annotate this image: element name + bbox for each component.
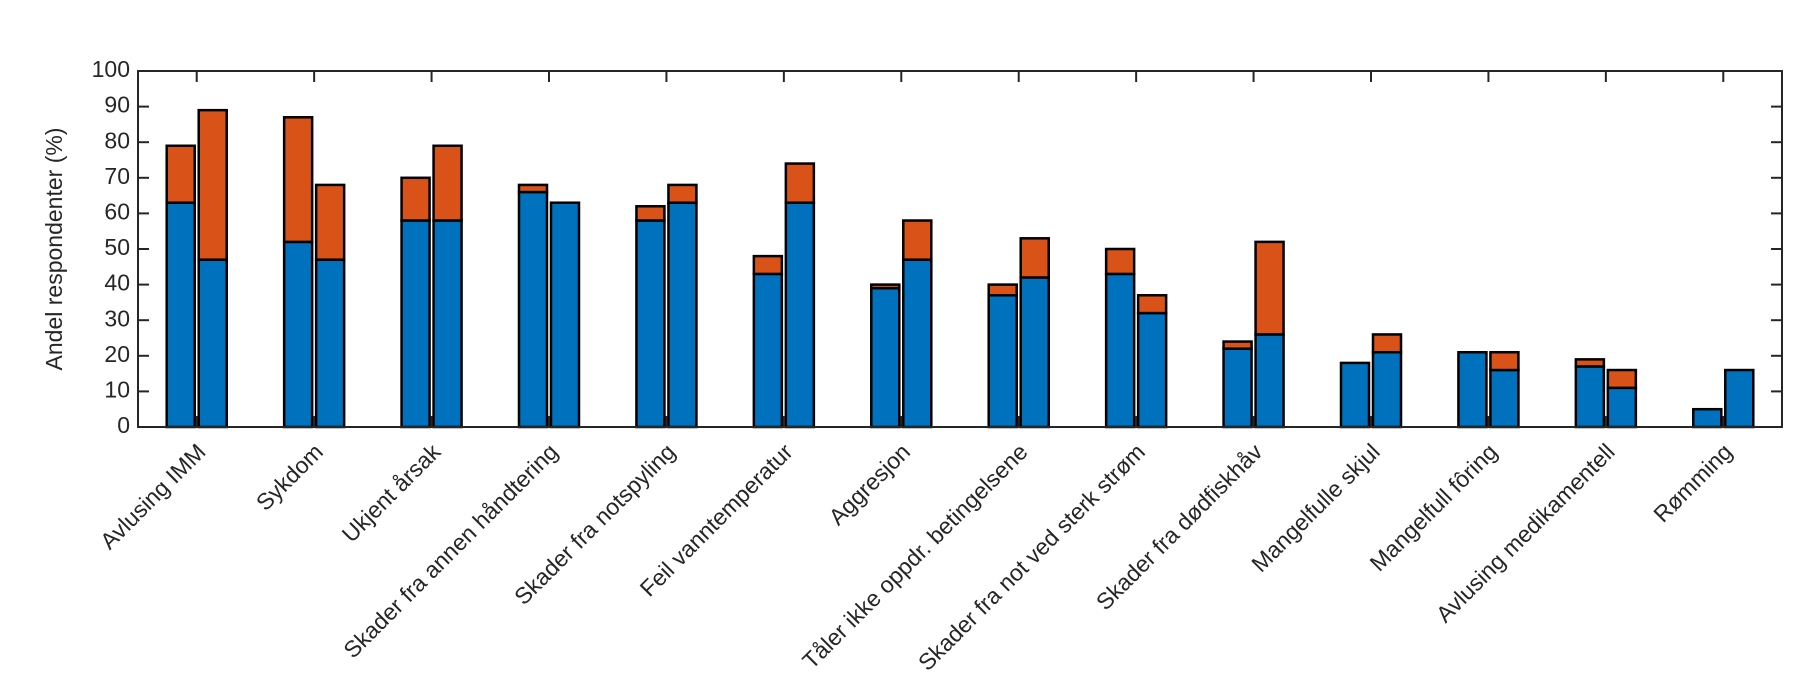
bar-segment — [282, 240, 314, 429]
bar-segment — [1339, 361, 1371, 429]
x-tick-label: Skader fra not ved sterk strøm — [913, 438, 1150, 675]
bar-segment — [902, 219, 933, 261]
x-tick-label: Tåler ikke oppdr. betingelsene — [797, 438, 1032, 673]
bar-segment — [987, 283, 1018, 297]
bar-segment — [282, 116, 314, 244]
y-tick-label: 50 — [104, 234, 130, 260]
bar-segment — [517, 183, 549, 194]
x-tick-label: Avlusing IMM — [95, 438, 211, 554]
bar-segment — [197, 258, 228, 429]
x-tick-label: Mangelfulle skjul — [1246, 438, 1385, 577]
x-tick-label: Ukjent årsak — [337, 438, 446, 547]
bar-segment — [784, 162, 816, 204]
bar-segment — [400, 176, 431, 222]
bar-segment — [1606, 368, 1638, 390]
bar-segment — [1019, 276, 1050, 429]
bar-segment — [1104, 272, 1136, 429]
bar-segment — [1692, 407, 1723, 429]
bar-segment — [165, 201, 196, 429]
bar-segment — [1222, 347, 1253, 429]
bar-segment — [987, 294, 1018, 429]
bar-segment — [1724, 368, 1755, 429]
bar-segment — [870, 286, 901, 429]
y-tick-label: 90 — [104, 92, 130, 118]
y-tick-label: 40 — [104, 270, 130, 296]
bar-segment — [1104, 247, 1136, 276]
bar-segment — [784, 201, 816, 429]
bar-segment — [432, 219, 463, 429]
bar-segment — [1489, 368, 1520, 429]
bar-segment — [1574, 365, 1606, 429]
x-tick-label: Sykdom — [251, 438, 328, 515]
bar-segment — [1457, 350, 1488, 429]
bar-segment — [1136, 294, 1168, 315]
y-axis-label: Andel respondenter (%) — [41, 128, 67, 371]
bar-segment — [165, 144, 196, 204]
y-tick-label: 80 — [104, 127, 130, 153]
bar-segment — [635, 205, 666, 222]
bar-segment — [1222, 340, 1253, 350]
y-tick-label: 20 — [104, 341, 130, 367]
plot-frame — [137, 70, 1783, 428]
bar-segment — [1606, 386, 1638, 429]
bar-segment — [432, 144, 463, 222]
y-tick-label: 60 — [104, 198, 130, 224]
bar-segment — [1371, 350, 1403, 429]
x-tick-label: Mangelfull fôring — [1365, 438, 1503, 576]
x-tick-label: Skader fra annen håndtering — [338, 438, 563, 663]
bar-segment — [1254, 240, 1285, 336]
x-tick-label: Aggresjon — [823, 438, 915, 530]
bar-segment — [752, 254, 784, 276]
bar-segment — [400, 219, 431, 429]
bar-segment — [752, 272, 784, 429]
bar-segment — [549, 201, 581, 429]
y-tick-label: 0 — [117, 412, 130, 438]
bar-segment — [1254, 333, 1285, 429]
bar-segment — [635, 219, 666, 429]
bar-segment — [667, 183, 698, 204]
bar-segment — [1489, 350, 1520, 372]
bar-segment — [1136, 311, 1168, 429]
y-tick-label: 100 — [92, 56, 130, 82]
bar-segment — [667, 201, 698, 429]
bar-segment — [314, 183, 346, 261]
bar-segment — [1019, 237, 1050, 279]
bar-segment — [314, 258, 346, 429]
bar-segment — [1574, 358, 1606, 368]
y-tick-label: 10 — [104, 376, 130, 402]
x-tick-label: Rømming — [1648, 438, 1737, 527]
bar-segment — [197, 108, 228, 261]
bar-segment — [1371, 333, 1403, 354]
bar-segment — [870, 283, 901, 290]
y-tick-label: 70 — [104, 163, 130, 189]
y-tick-label: 30 — [104, 305, 130, 331]
bar-segment — [517, 190, 549, 429]
bar-segment — [902, 258, 933, 429]
